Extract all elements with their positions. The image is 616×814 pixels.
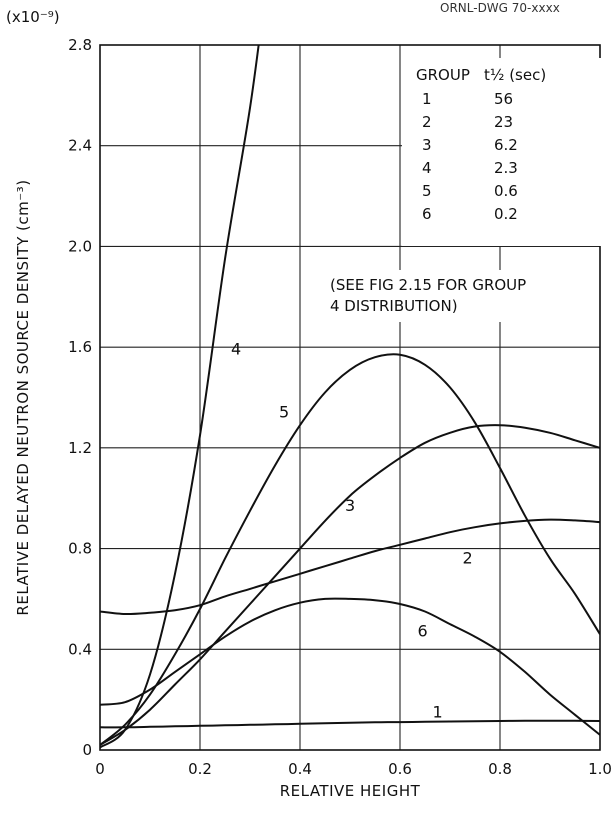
x-axis-label: RELATIVE HEIGHT bbox=[280, 782, 421, 800]
series-lines bbox=[100, 45, 600, 749]
curve-label-group-6: 6 bbox=[418, 622, 428, 641]
scale-label: (x10⁻⁹) bbox=[6, 8, 60, 26]
y-tick-label: 2.8 bbox=[68, 36, 92, 54]
y-axis-label: RELATIVE DELAYED NEUTRON SOURCE DENSITY … bbox=[14, 179, 32, 615]
y-tick-label: 0.4 bbox=[68, 640, 92, 658]
x-tick-label: 0.4 bbox=[288, 760, 312, 778]
legend-group-value: 5 bbox=[422, 182, 432, 200]
series-line-group-1 bbox=[100, 719, 600, 729]
series-line-group-4 bbox=[100, 45, 260, 749]
legend-group-value: 2 bbox=[422, 113, 432, 131]
legend-header-group: GROUP bbox=[416, 66, 470, 84]
legend-background bbox=[402, 58, 602, 246]
x-tick-label: 1.0 bbox=[588, 760, 612, 778]
note-background bbox=[322, 270, 592, 322]
legend-group-value: 1 bbox=[422, 90, 432, 108]
series-line-group-6 bbox=[100, 597, 600, 736]
legend-header-half-life: t½ (sec) bbox=[484, 66, 546, 84]
y-tick-label: 0.8 bbox=[68, 540, 92, 558]
curve-label-group-4: 4 bbox=[231, 340, 241, 359]
series-line-group-3 bbox=[100, 424, 600, 746]
y-tick-label: 1.2 bbox=[68, 439, 92, 457]
plot-frame bbox=[99, 44, 601, 751]
legend-note-line2: 4 DISTRIBUTION) bbox=[330, 297, 458, 315]
legend-half-life-value: 6.2 bbox=[494, 136, 518, 154]
y-tick-label: 1.6 bbox=[68, 338, 92, 356]
x-tick-label: 0.2 bbox=[188, 760, 212, 778]
legend-note-line1: (SEE FIG 2.15 FOR GROUP bbox=[330, 276, 526, 294]
curve-labels: 1 2 3 4 5 6 bbox=[231, 340, 473, 722]
curve-label-group-2: 2 bbox=[463, 549, 473, 568]
curve-label-group-1: 1 bbox=[433, 702, 443, 721]
drawing-number: ORNL-DWG 70-xxxx bbox=[440, 1, 560, 15]
legend-group-value: 4 bbox=[422, 159, 432, 177]
legend: GROUP t½ (sec) 1 56 2 23 3 6.2 4 2.3 5 0.6 6 0.2 (S… bbox=[322, 58, 602, 322]
legend-half-life-value: 23 bbox=[494, 113, 513, 131]
y-tick-label: 0 bbox=[82, 741, 92, 759]
y-tick-label: 2.0 bbox=[68, 237, 92, 255]
legend-half-life-value: 0.6 bbox=[494, 182, 518, 200]
x-tick-label: 0.6 bbox=[388, 760, 412, 778]
x-tick-label: 0.8 bbox=[488, 760, 512, 778]
x-tick-label: 0 bbox=[95, 760, 105, 778]
legend-half-life-value: 56 bbox=[494, 90, 513, 108]
y-tick-label: 2.4 bbox=[68, 137, 92, 155]
legend-rows: 1 56 2 23 3 6.2 4 2.3 5 0.6 6 0.2 bbox=[422, 90, 518, 223]
legend-group-value: 3 bbox=[422, 136, 432, 154]
series-line-group-2 bbox=[100, 518, 600, 616]
legend-group-value: 6 bbox=[422, 205, 432, 223]
curve-label-group-5: 5 bbox=[279, 403, 289, 422]
tick-labels: 0 0.2 0.4 0.6 0.8 1.0 0 0.4 0.8 1.2 1.6 2.0 2.4 2.8 bbox=[68, 36, 612, 778]
curve-label-group-3: 3 bbox=[345, 496, 355, 515]
series-line-group-5 bbox=[100, 353, 600, 746]
legend-half-life-value: 2.3 bbox=[494, 159, 518, 177]
legend-half-life-value: 0.2 bbox=[494, 205, 518, 223]
